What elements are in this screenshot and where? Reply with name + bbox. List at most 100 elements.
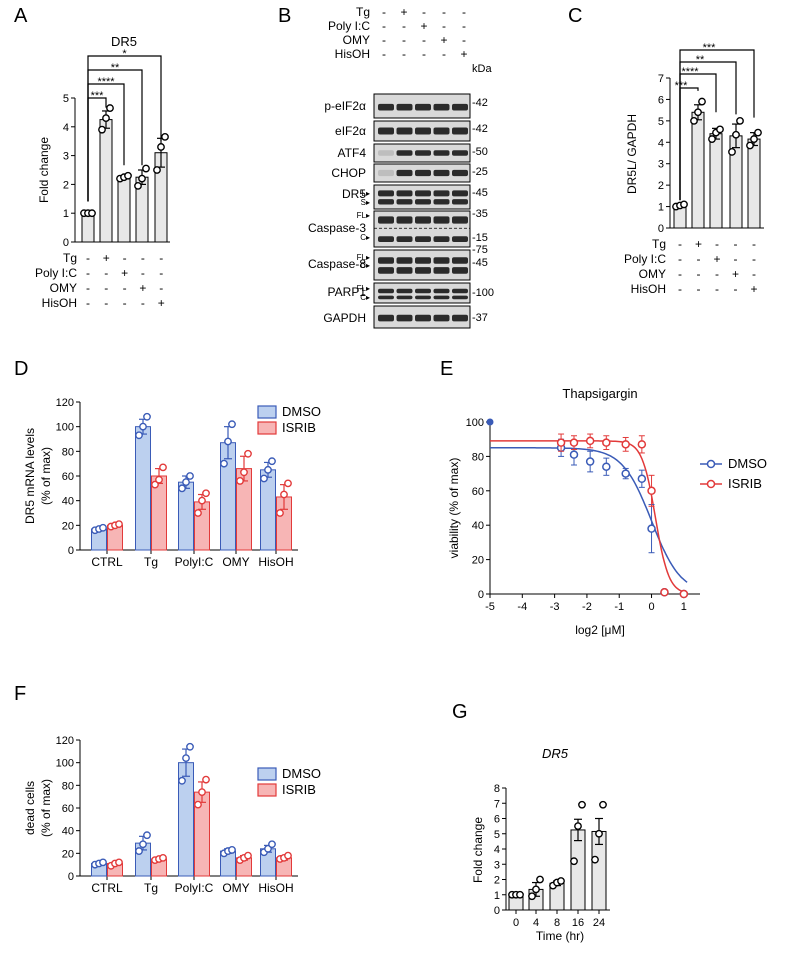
significance-label: *** <box>675 80 689 92</box>
panel-d-isrib-4-point <box>280 490 288 499</box>
panel-a-sign: - <box>123 296 127 310</box>
panel-e-point-isrib <box>660 588 669 597</box>
blot-band <box>378 190 394 197</box>
panel-c-sign: - <box>678 267 682 281</box>
blot-band <box>415 288 431 294</box>
blot-band <box>433 103 450 111</box>
panel-a-tick-label: 0 <box>63 237 69 249</box>
panel-c-tick-label: 2 <box>658 180 664 192</box>
panel-g-3-point <box>574 822 582 831</box>
panel-label-f: F <box>14 683 26 705</box>
panel-c-sign: - <box>752 237 756 251</box>
panel-a-3-point <box>134 181 142 190</box>
panel-e-fit-dmso <box>490 447 688 583</box>
panel-f-legend-swatch <box>257 783 277 797</box>
panel-e-x-tick-label: -5 <box>485 601 495 613</box>
panel-a-row-label: Poly I:C <box>35 266 77 280</box>
panel-a-sign: - <box>141 251 145 265</box>
blot-band <box>396 288 413 294</box>
blot-band <box>396 103 413 111</box>
blot-band <box>378 216 394 224</box>
blot-band <box>433 257 450 264</box>
panel-f-isrib-2-point <box>202 775 210 784</box>
panel-g-category-label: 24 <box>593 917 605 929</box>
panel-g-tick-label: 8 <box>494 783 500 795</box>
blot-band <box>433 190 450 197</box>
blot-mw-label: -42 <box>472 97 488 109</box>
blot-band <box>433 288 450 294</box>
blot-band-label: ATF4 <box>338 146 367 160</box>
panel-a-sign: + <box>103 251 110 265</box>
panel-label-a: A <box>14 5 28 27</box>
panel-a-1-bar <box>99 119 113 243</box>
panel-d-ylabel2: (% of max) <box>39 447 53 505</box>
panel-g-category-label: 0 <box>513 917 519 929</box>
blot-row-label: HisOH <box>335 47 370 61</box>
panel-e-point-dmso <box>585 457 595 466</box>
panel-f-category-label: HisOH <box>258 881 293 895</box>
panel-g-category-label: 16 <box>572 917 584 929</box>
blot-band <box>378 314 394 322</box>
panel-d-tick-label: 40 <box>62 496 74 508</box>
panel-c-0-point <box>680 200 688 209</box>
panel-f-isrib-1-point <box>159 853 167 862</box>
panel-f-tick-label: 120 <box>56 735 74 747</box>
panel-f-tick-label: 20 <box>62 848 74 860</box>
panel-c-4-point <box>754 128 762 137</box>
panel-f-category-label: Tg <box>144 881 158 895</box>
panel-f-ylabel2: (% of max) <box>39 779 53 837</box>
blot-band <box>396 150 413 156</box>
blot-sign: - <box>382 19 386 33</box>
blot-mw-label: -42 <box>472 123 488 135</box>
significance-label: ** <box>696 54 705 66</box>
panel-f-category-label: CTRL <box>91 881 123 895</box>
panel-a-row-label: HisOH <box>42 296 77 310</box>
blot-band-label: CHOP <box>331 166 366 180</box>
blot-row-label: Tg <box>356 5 370 19</box>
blot-box-dr5 <box>373 184 471 210</box>
panel-f-dmso-2-point <box>178 776 186 785</box>
panel-a-sign: - <box>86 251 90 265</box>
panel-a-3-point <box>142 164 150 173</box>
blot-band <box>433 127 450 135</box>
panel-e-point-isrib <box>569 438 579 447</box>
panel-label-c: C <box>568 5 582 27</box>
blot-band <box>378 288 394 294</box>
panel-c-sign: + <box>713 252 720 266</box>
blot-band <box>415 150 431 156</box>
blot-mw-label: -15 <box>472 232 488 244</box>
panel-d-isrib-3-point <box>244 449 252 458</box>
blot-band <box>415 236 431 242</box>
panel-c-sign: + <box>695 237 702 251</box>
panel-g-tick-label: 0 <box>494 905 500 917</box>
panel-d-category-label: CTRL <box>91 555 123 569</box>
panel-d-tick-label: 80 <box>62 446 74 458</box>
panel-c-4-point <box>750 135 758 143</box>
panel-c-tick-label: 3 <box>658 159 664 171</box>
blot-band <box>452 314 468 322</box>
panel-a-1-point <box>98 125 106 134</box>
panel-label-g: G <box>452 701 468 723</box>
panel-f-dmso-0-point <box>99 858 107 867</box>
panel-c-sign: - <box>734 282 738 296</box>
blot-band <box>452 236 468 242</box>
panel-a-sign: - <box>86 266 90 280</box>
panel-d-isrib-2-point <box>202 489 210 498</box>
blot-band <box>452 288 468 294</box>
panel-e-extra-point <box>486 418 494 426</box>
panel-c-3-point <box>732 130 740 139</box>
panel-c-sign: - <box>734 252 738 266</box>
panel-c-sign: - <box>697 267 701 281</box>
panel-d-dmso-1-point <box>135 431 143 440</box>
panel-c-sign: - <box>678 282 682 296</box>
panel-d-isrib-1-point <box>155 475 163 484</box>
panel-d-isrib-1-point <box>151 480 159 489</box>
panel-d-legend-swatch <box>257 421 277 435</box>
significance-label: **** <box>681 66 699 78</box>
panel-c-sign: - <box>697 252 701 266</box>
blot-band <box>396 199 413 205</box>
panel-d-dmso-3-point <box>228 420 236 429</box>
panel-d-dmso-1-point <box>139 422 147 431</box>
blot-band-label: DR5 <box>342 187 366 201</box>
panel-a-4-point <box>153 166 161 174</box>
